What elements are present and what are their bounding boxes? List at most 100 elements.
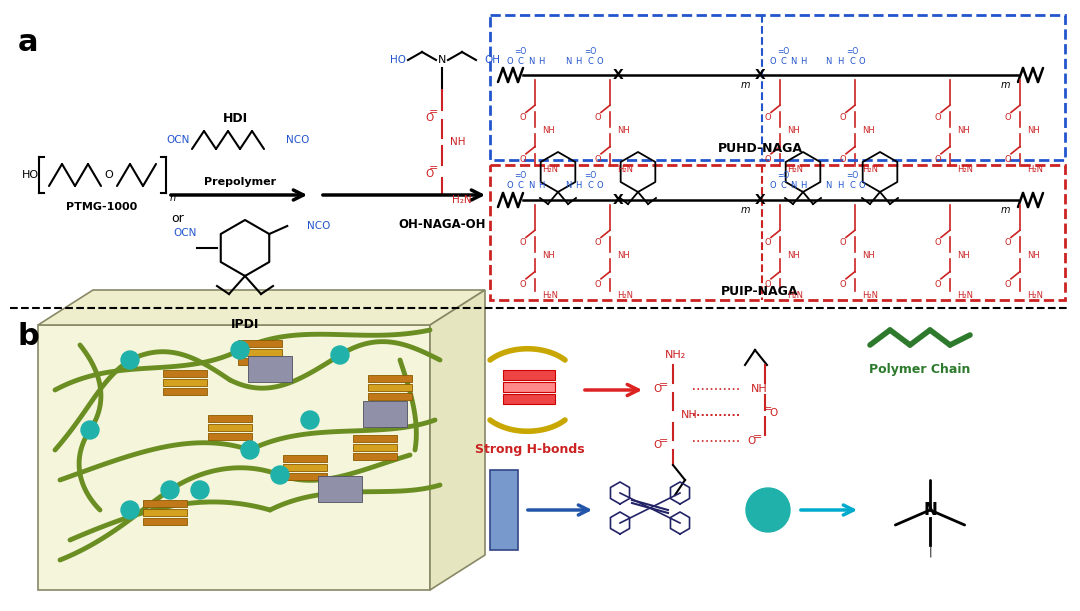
Text: O: O: [519, 155, 526, 164]
Text: PUIP-NAGA: PUIP-NAGA: [721, 285, 799, 298]
Text: NH: NH: [450, 137, 465, 147]
Text: N: N: [437, 55, 446, 65]
Bar: [208, 424, 252, 431]
Bar: [238, 358, 282, 365]
Text: =O: =O: [846, 46, 859, 56]
Bar: [318, 476, 362, 502]
Text: N: N: [789, 181, 796, 191]
Circle shape: [121, 501, 139, 519]
Text: O: O: [653, 384, 661, 394]
Text: =O: =O: [514, 46, 526, 56]
Text: b: b: [18, 322, 40, 351]
Text: O: O: [859, 181, 865, 191]
Text: Prepolymer: Prepolymer: [204, 177, 276, 187]
Text: C: C: [517, 56, 523, 65]
Text: N: N: [789, 56, 796, 65]
Text: H₂N: H₂N: [453, 195, 472, 205]
Text: O: O: [519, 238, 526, 247]
Text: OH-NAGA-OH: OH-NAGA-OH: [399, 219, 486, 232]
Text: O: O: [1004, 238, 1011, 247]
Text: O: O: [839, 238, 846, 247]
Text: =O: =O: [514, 172, 526, 180]
Text: H₂N: H₂N: [617, 166, 633, 175]
Bar: [238, 340, 282, 347]
Text: H₂N: H₂N: [787, 166, 804, 175]
Bar: [283, 473, 327, 480]
Text: or: or: [172, 211, 185, 224]
Text: NCO: NCO: [307, 221, 330, 231]
Bar: [163, 370, 207, 377]
Text: IPDI: IPDI: [231, 318, 259, 331]
Text: NH: NH: [787, 251, 800, 260]
Text: O: O: [747, 436, 755, 446]
Text: C: C: [849, 56, 855, 65]
Text: H: H: [575, 56, 581, 65]
Text: H: H: [538, 181, 544, 191]
Polygon shape: [430, 290, 485, 590]
Text: H₂N: H₂N: [787, 290, 804, 299]
Text: N: N: [528, 56, 535, 65]
Bar: [143, 500, 187, 507]
Text: O: O: [764, 155, 771, 164]
Text: HDI: HDI: [222, 111, 247, 125]
Circle shape: [241, 441, 259, 459]
Bar: [368, 384, 411, 391]
Text: OCN: OCN: [174, 228, 197, 238]
Text: O: O: [596, 56, 604, 65]
Text: =: =: [430, 107, 438, 117]
Text: =O: =O: [846, 172, 859, 180]
Text: Strong H-bonds: Strong H-bonds: [475, 444, 584, 456]
Text: O: O: [839, 113, 846, 122]
Text: O: O: [594, 238, 600, 247]
Bar: [248, 356, 292, 382]
Bar: [368, 375, 411, 382]
Bar: [490, 165, 1065, 300]
Text: X: X: [755, 68, 766, 82]
Text: =: =: [659, 436, 667, 446]
Text: =O: =O: [584, 46, 596, 56]
Text: H₂N: H₂N: [542, 166, 558, 175]
Text: N: N: [825, 181, 832, 191]
Text: NH: NH: [957, 251, 970, 260]
Bar: [503, 370, 555, 380]
Text: H₂N: H₂N: [862, 290, 878, 299]
Text: a: a: [18, 28, 39, 57]
Text: PUHD-NAGA: PUHD-NAGA: [717, 142, 802, 155]
Text: O: O: [764, 280, 771, 289]
Text: NH: NH: [542, 251, 555, 260]
Text: O: O: [934, 238, 941, 247]
Text: NH: NH: [542, 126, 555, 135]
Text: X: X: [612, 68, 623, 82]
Text: H₂N: H₂N: [957, 290, 973, 299]
Text: =: =: [762, 404, 772, 414]
Text: HO: HO: [390, 55, 406, 65]
Text: O: O: [1004, 280, 1011, 289]
Text: NH: NH: [617, 251, 630, 260]
Text: O: O: [507, 56, 513, 65]
Text: =O: =O: [584, 172, 596, 180]
Text: NH₂: NH₂: [665, 350, 686, 360]
Text: O: O: [105, 170, 113, 180]
Text: OH: OH: [484, 55, 500, 65]
Text: X: X: [612, 193, 623, 207]
Bar: [283, 455, 327, 462]
Circle shape: [271, 466, 289, 484]
Bar: [163, 379, 207, 386]
Text: N: N: [825, 56, 832, 65]
Circle shape: [191, 481, 210, 499]
Text: O: O: [764, 238, 771, 247]
Text: m: m: [1000, 80, 1010, 90]
Bar: [238, 349, 282, 356]
Text: Polymer Chain: Polymer Chain: [869, 364, 971, 376]
Text: =O: =O: [777, 172, 789, 180]
Text: H: H: [575, 181, 581, 191]
Text: =: =: [430, 163, 438, 173]
Text: O: O: [594, 113, 600, 122]
Text: H₂N: H₂N: [617, 290, 633, 299]
Circle shape: [301, 411, 319, 429]
Text: C: C: [780, 181, 786, 191]
Text: NH: NH: [1027, 126, 1040, 135]
Text: C: C: [849, 181, 855, 191]
Bar: [163, 388, 207, 395]
Text: NH: NH: [787, 126, 800, 135]
